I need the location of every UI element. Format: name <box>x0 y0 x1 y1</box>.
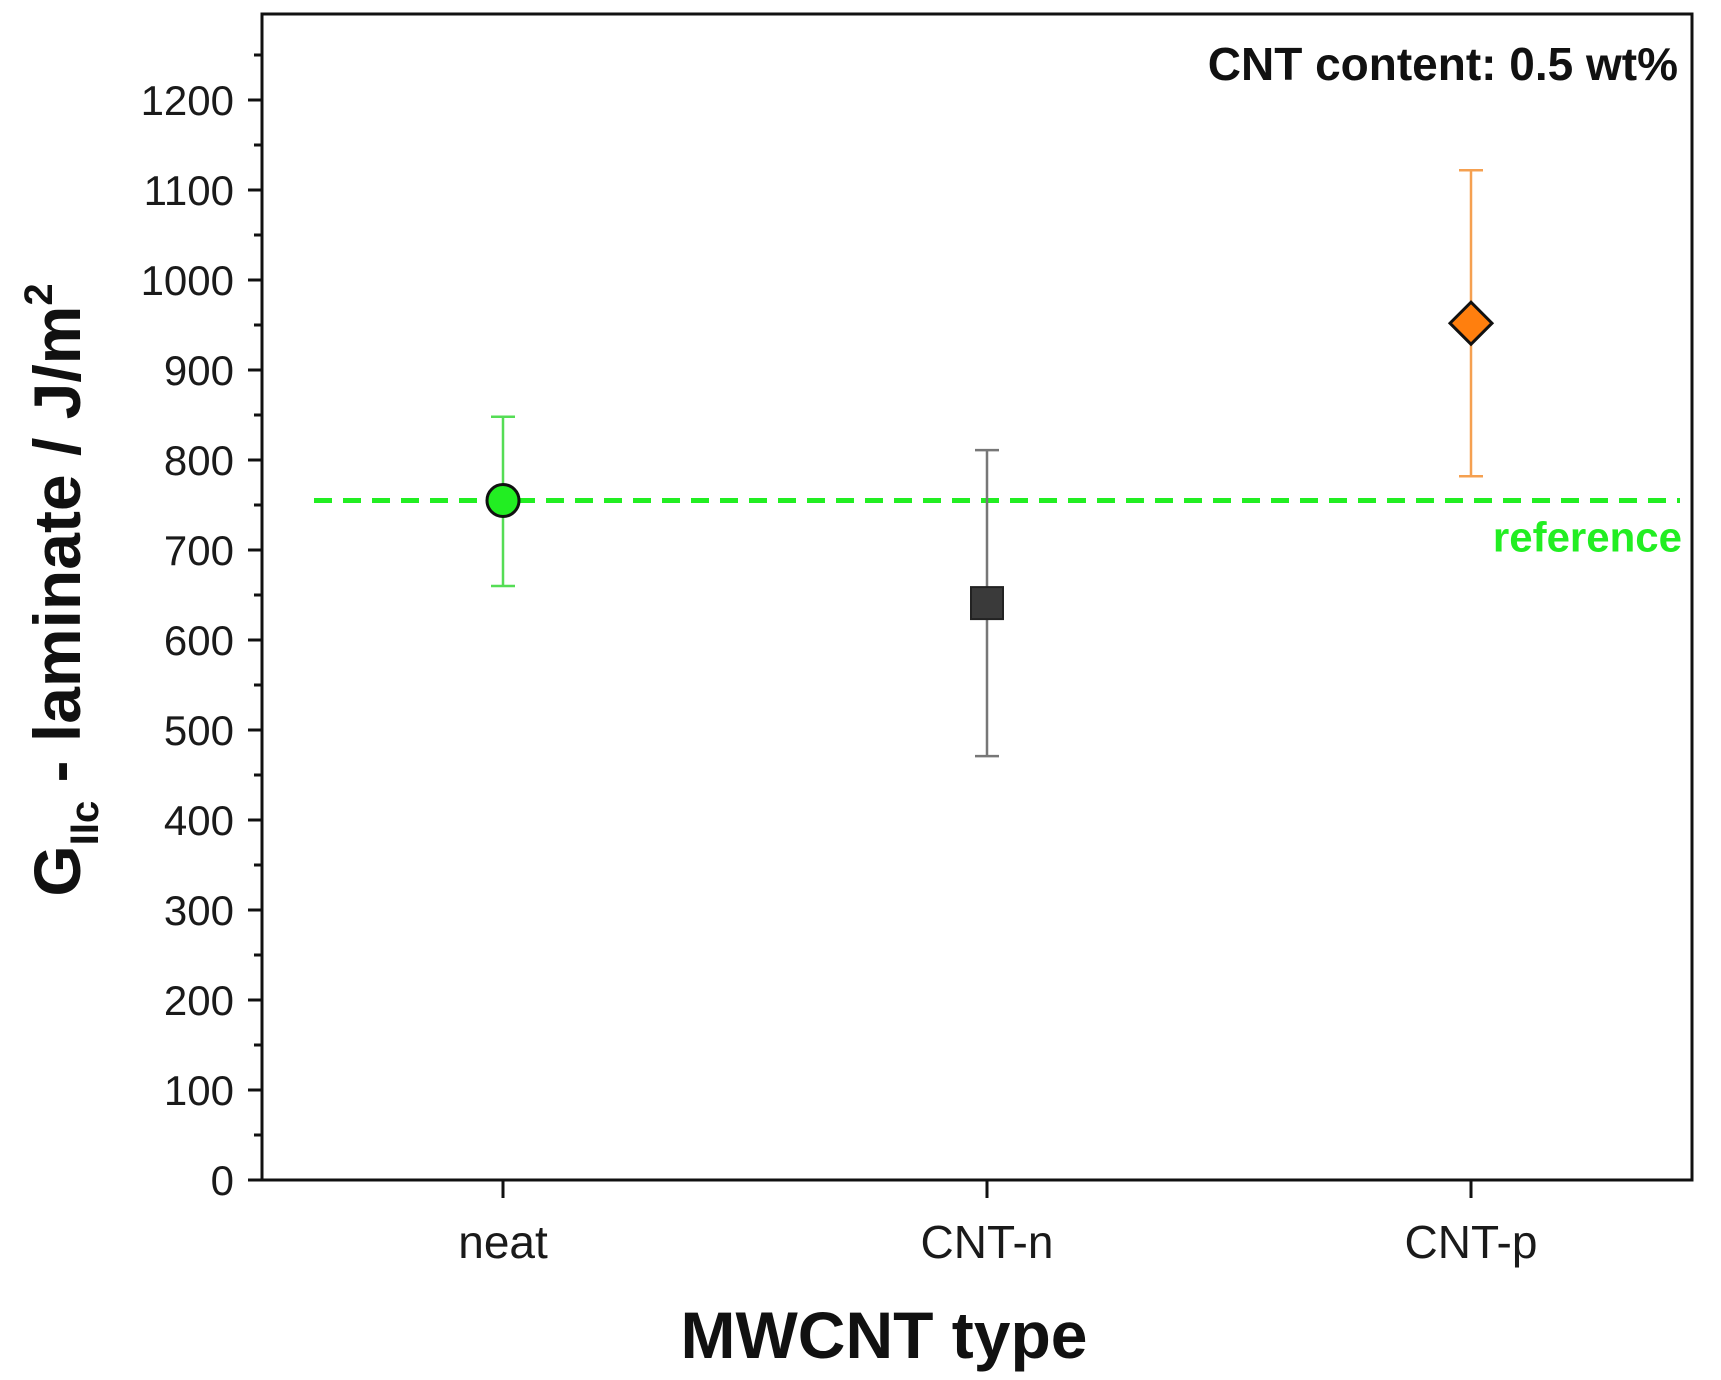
x-tick-label: CNT-p <box>1405 1216 1538 1268</box>
y-tick-label: 700 <box>164 527 234 574</box>
y-axis-title-rest: - laminate / J/m <box>20 306 94 801</box>
y-axis-title-main: G <box>20 845 94 896</box>
y-tick-label: 500 <box>164 707 234 754</box>
y-tick-label: 300 <box>164 887 234 934</box>
y-tick-label: 800 <box>164 437 234 484</box>
x-axis: neat CNT-n CNT-p <box>458 1180 1537 1268</box>
data-point-neat <box>485 415 521 588</box>
y-tick-label: 600 <box>164 617 234 664</box>
marker-circle <box>485 483 521 518</box>
marker-diamond <box>1447 300 1495 347</box>
y-axis-title-subscript: IIc <box>63 801 107 845</box>
x-tick-label: neat <box>458 1216 548 1268</box>
data-point-cnt-n <box>970 448 1004 758</box>
y-tick-label: 1000 <box>141 257 234 304</box>
y-tick-label: 1200 <box>141 77 234 124</box>
y-tick-label: 100 <box>164 1067 234 1114</box>
x-tick-label: CNT-n <box>921 1216 1054 1268</box>
y-axis: 0 100 200 300 400 500 600 700 800 900 1000 1100 1200 <box>141 53 262 1204</box>
x-axis-title: MWCNT type <box>681 1298 1088 1372</box>
y-tick-label: 200 <box>164 977 234 1024</box>
marker-square <box>970 586 1004 621</box>
content-annotation: CNT content: 0.5 wt% <box>1208 38 1678 90</box>
reference-label: reference <box>1493 514 1682 561</box>
y-tick-label: 1100 <box>144 167 234 214</box>
y-tick-label: 400 <box>164 797 234 844</box>
y-tick-label: 0 <box>211 1157 234 1204</box>
data-point-cnt-p <box>1447 168 1495 478</box>
y-axis-title-superscript: 2 <box>17 283 61 305</box>
y-tick-label: 900 <box>164 347 234 394</box>
data-points <box>485 168 1495 758</box>
plot-frame <box>260 12 1694 1182</box>
y-axis-title: GIIc - laminate / J/m2 <box>17 283 107 896</box>
